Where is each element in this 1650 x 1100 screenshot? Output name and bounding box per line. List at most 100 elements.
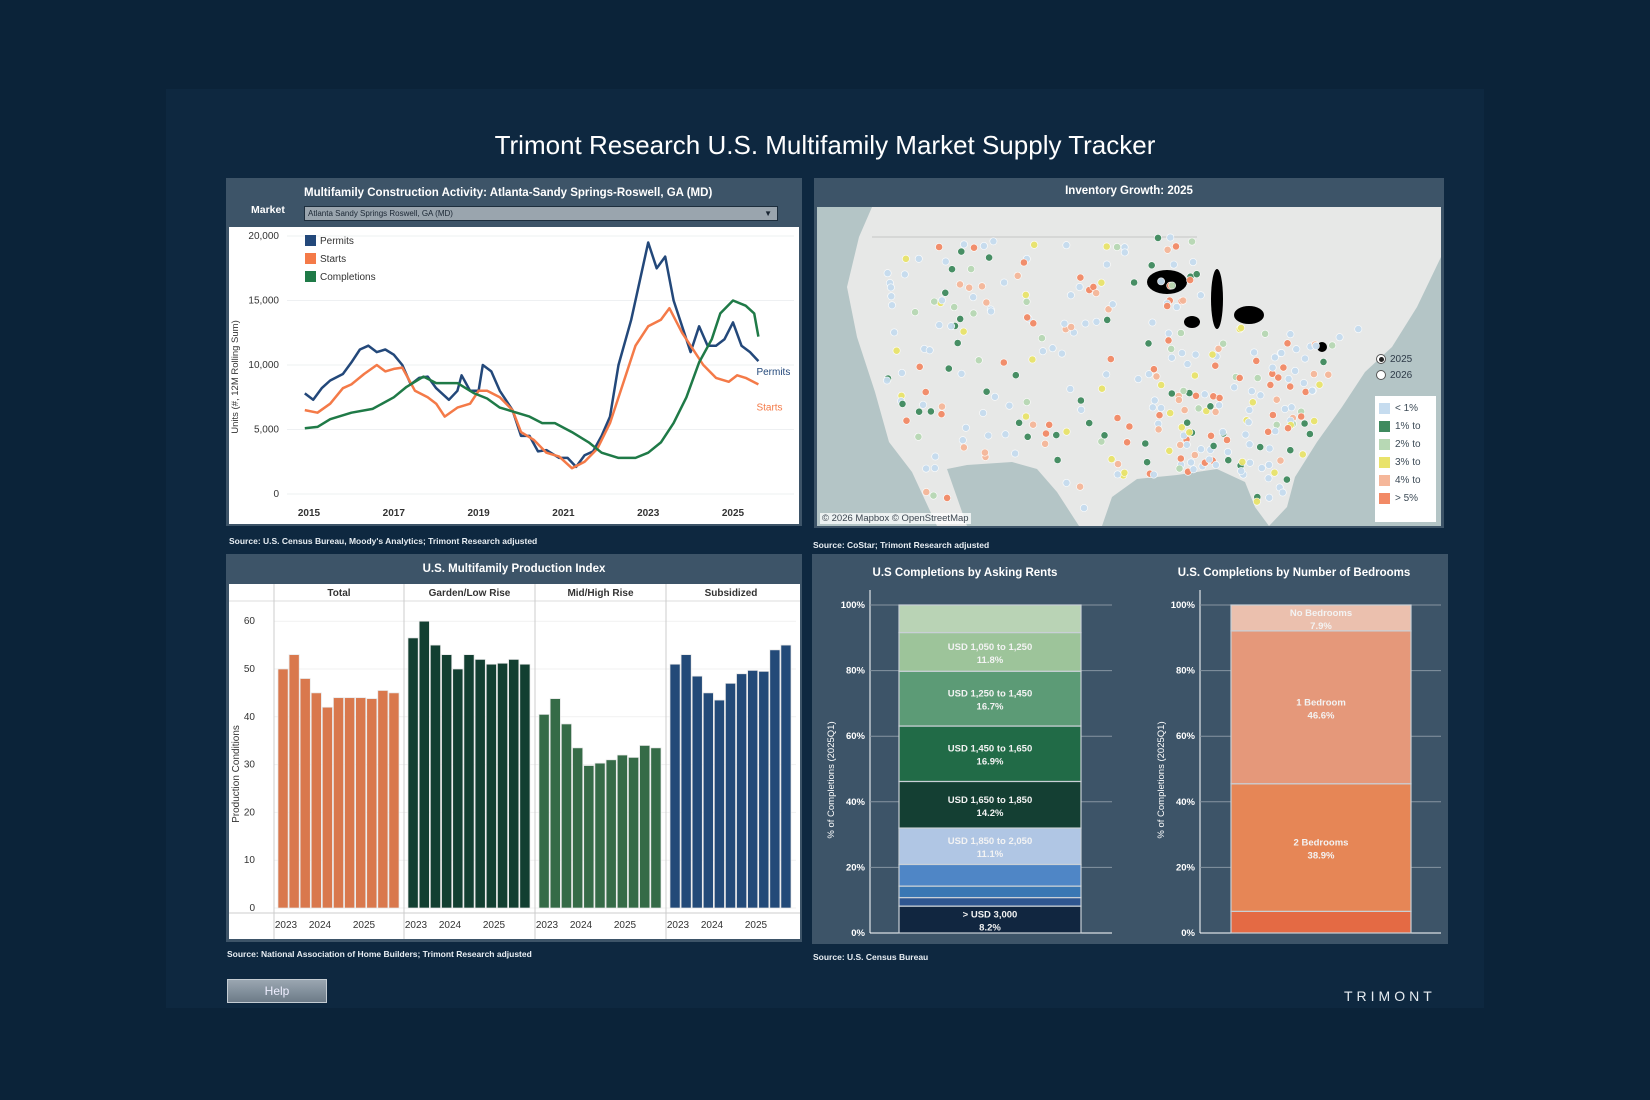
legend-item[interactable]: < 1%: [1375, 399, 1436, 417]
bar: [594, 762, 606, 909]
market-dot: [1057, 349, 1066, 358]
bar: [572, 747, 584, 909]
market-dot: [1141, 439, 1150, 448]
market-dot: [1076, 273, 1085, 282]
y-tick-label: 30: [244, 760, 256, 771]
market-dot: [890, 328, 899, 337]
market-dot: [1211, 361, 1220, 370]
market-dot: [1011, 371, 1020, 380]
market-dot: [978, 282, 986, 291]
bar: [377, 690, 389, 909]
market-dot: [956, 315, 965, 323]
market-dot: [1149, 365, 1158, 374]
market-dot: [1270, 468, 1279, 477]
market-dot: [1237, 467, 1246, 475]
market-dot: [1354, 325, 1363, 333]
radio-icon: [1376, 370, 1386, 380]
market-dot: [938, 296, 946, 305]
market-dot: [1155, 411, 1164, 420]
market-dot: [915, 407, 923, 416]
series-line-starts: [304, 306, 759, 470]
bar: [714, 699, 725, 909]
market-dot: [1023, 313, 1032, 322]
legend-item[interactable]: 3% to: [1375, 453, 1436, 471]
market-dot: [1268, 363, 1277, 372]
segment-value: 38.9%: [1308, 851, 1335, 862]
inventory-map[interactable]: [817, 207, 1441, 526]
x-tick-label: 2025: [353, 920, 376, 931]
market-dot: [969, 293, 978, 302]
bar: [702, 692, 714, 909]
market-dropdown-value: Atlanta Sandy Springs Roswell, GA (MD): [308, 209, 453, 218]
construction-line-chart: 0 5,000 10,000 15,000 20,000 2015 2017 2019 2021…: [229, 227, 799, 524]
market-dot: [965, 283, 974, 292]
legend-item[interactable]: > 5%: [1375, 489, 1436, 507]
segment-value: 11.8%: [977, 655, 1004, 666]
market-dot: [1278, 488, 1287, 497]
market-dot: [900, 270, 909, 279]
market-dot: [1211, 407, 1220, 416]
market-dot: [1164, 329, 1173, 338]
market-dot: [1286, 330, 1295, 339]
market-dot: [1108, 300, 1117, 309]
market-dot: [1280, 405, 1289, 413]
facet-header-2: Mid/High Rise: [567, 588, 634, 599]
market-dot: [1150, 396, 1159, 405]
market-dot: [1157, 404, 1165, 412]
year-radio-2026[interactable]: 2026: [1376, 367, 1412, 383]
market-dot: [1276, 456, 1285, 465]
market-dot: [1163, 302, 1172, 310]
market-dot: [1190, 451, 1199, 459]
market-dot: [1189, 465, 1198, 474]
y-tick-label: 20%: [1176, 862, 1196, 873]
help-button[interactable]: Help: [227, 979, 327, 1003]
market-dot: [1309, 370, 1318, 378]
market-dot: [1144, 339, 1153, 348]
market-dot: [985, 253, 993, 262]
market-dot: [1264, 427, 1272, 436]
bar: [780, 644, 792, 909]
segment-label: > USD 3,000: [963, 910, 1018, 921]
legend-item[interactable]: 2% to: [1375, 435, 1436, 453]
x-tick-label: 2024: [701, 920, 724, 931]
production-bar-chart: 0 10 20 30 40 50 60 Production Conditions Total 2…: [229, 584, 800, 939]
market-dot: [937, 410, 946, 419]
market-dot: [1308, 386, 1317, 395]
market-dot: [1241, 430, 1250, 439]
legend-item[interactable]: 4% to: [1375, 471, 1436, 489]
series-line-completions: [304, 299, 760, 460]
market-dot: [1097, 278, 1106, 287]
market-dot: [1113, 243, 1121, 251]
market-dot: [959, 327, 968, 336]
market-dot: [1103, 316, 1112, 324]
stack-segment: [898, 604, 1082, 634]
market-dot: [1279, 363, 1288, 372]
market-dot: [1268, 411, 1277, 419]
market-dot: [1305, 430, 1314, 438]
construction-source: Source: U.S. Census Bureau, Moody's Anal…: [229, 536, 538, 546]
market-dot: [989, 237, 998, 246]
market-dot: [1208, 350, 1217, 359]
legend-item[interactable]: 1% to: [1375, 417, 1436, 435]
market-dot: [1200, 390, 1209, 399]
market-dot: [960, 240, 968, 249]
year-radio-2025[interactable]: 2025: [1376, 351, 1412, 367]
bar: [561, 723, 572, 909]
bar: [508, 659, 520, 909]
market-dot: [1048, 344, 1057, 353]
x-tick-label: 2024: [570, 920, 593, 931]
bar: [463, 654, 475, 909]
end-label-starts: Starts: [756, 402, 782, 413]
market-dot: [1272, 395, 1281, 404]
map-attribution: © 2026 Mapbox © OpenStreetMap: [820, 513, 971, 524]
market-dot: [1001, 430, 1010, 439]
completions-stacked-charts: 0% 20% 40% 60% 80% 100% % of Completions (2025…: [826, 590, 1441, 939]
x-tick-label: 2023: [637, 508, 660, 519]
legend-swatch-completions: [305, 271, 316, 282]
x-tick-label: 2025: [722, 508, 745, 519]
legend-label: 1% to: [1395, 420, 1421, 432]
y-tick-label: 60%: [1176, 731, 1196, 742]
market-dropdown[interactable]: Atlanta Sandy Springs Roswell, GA (MD) ▼: [304, 206, 778, 221]
bar: [344, 697, 355, 909]
market-dot: [1148, 403, 1157, 412]
